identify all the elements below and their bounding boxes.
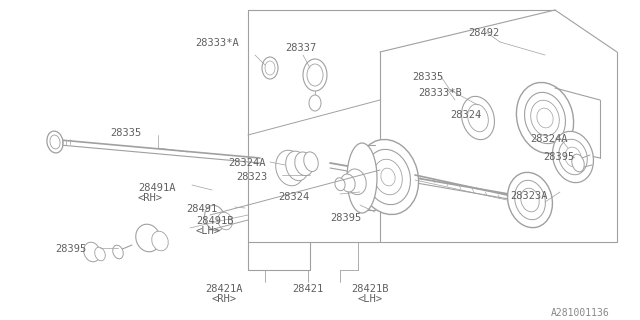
Ellipse shape [265, 61, 275, 75]
Ellipse shape [205, 205, 225, 231]
Text: <RH>: <RH> [138, 193, 163, 203]
Text: 28492: 28492 [468, 28, 499, 38]
Ellipse shape [346, 169, 366, 195]
Ellipse shape [565, 147, 581, 167]
Ellipse shape [304, 152, 318, 172]
Ellipse shape [303, 59, 327, 91]
Ellipse shape [365, 149, 410, 204]
Text: 28421A: 28421A [205, 284, 243, 294]
Text: 28421B: 28421B [351, 284, 388, 294]
Ellipse shape [309, 95, 321, 111]
Text: <LH>: <LH> [196, 226, 221, 236]
Ellipse shape [347, 143, 377, 213]
Text: 28324: 28324 [278, 192, 309, 202]
Text: 28491B: 28491B [196, 216, 234, 226]
Text: 28337: 28337 [285, 43, 316, 53]
Text: 28421: 28421 [292, 284, 324, 294]
Text: 28335: 28335 [110, 128, 141, 138]
Text: 28395: 28395 [55, 244, 86, 254]
Text: 28324: 28324 [450, 110, 481, 120]
Ellipse shape [468, 104, 488, 132]
Text: 28323: 28323 [236, 172, 268, 182]
Ellipse shape [47, 131, 63, 153]
Text: 28395: 28395 [330, 213, 361, 223]
Ellipse shape [525, 92, 566, 144]
Text: <LH>: <LH> [358, 294, 383, 304]
Ellipse shape [572, 154, 584, 172]
Ellipse shape [381, 168, 395, 186]
Ellipse shape [307, 64, 323, 86]
Text: 28491: 28491 [186, 204, 217, 214]
Ellipse shape [295, 152, 313, 176]
Ellipse shape [531, 100, 559, 136]
Ellipse shape [341, 174, 355, 192]
Ellipse shape [461, 96, 495, 140]
Text: 28335: 28335 [412, 72, 444, 82]
Ellipse shape [374, 159, 403, 195]
Ellipse shape [136, 224, 160, 252]
Ellipse shape [95, 247, 105, 261]
Text: <RH>: <RH> [211, 294, 237, 304]
Ellipse shape [559, 139, 588, 175]
Ellipse shape [508, 172, 552, 228]
Ellipse shape [276, 150, 304, 186]
Ellipse shape [84, 242, 100, 262]
Ellipse shape [285, 151, 308, 181]
Ellipse shape [335, 178, 345, 191]
Text: 28324A: 28324A [228, 158, 266, 168]
Text: 28324A: 28324A [530, 134, 568, 144]
Ellipse shape [537, 108, 553, 128]
Ellipse shape [516, 83, 573, 154]
Text: 28323A: 28323A [510, 191, 547, 201]
Ellipse shape [218, 212, 232, 230]
Ellipse shape [515, 180, 545, 220]
Ellipse shape [50, 135, 60, 149]
Ellipse shape [521, 188, 540, 212]
Text: A281001136: A281001136 [551, 308, 610, 318]
Text: 28491A: 28491A [138, 183, 175, 193]
Ellipse shape [113, 245, 124, 259]
Text: 28333*A: 28333*A [195, 38, 239, 48]
Text: 28333*B: 28333*B [418, 88, 461, 98]
Ellipse shape [357, 140, 419, 214]
Ellipse shape [152, 231, 168, 251]
Ellipse shape [552, 131, 593, 183]
Text: 28395: 28395 [543, 152, 574, 162]
Ellipse shape [262, 57, 278, 79]
